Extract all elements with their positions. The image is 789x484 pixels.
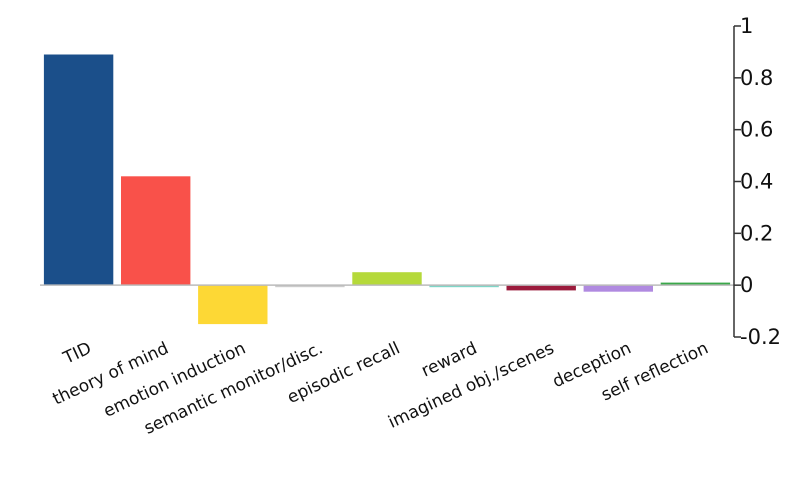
bar-tid xyxy=(43,54,114,286)
bar-reward xyxy=(429,285,499,288)
y-tick-label: 0.4 xyxy=(740,170,773,194)
bar-deception xyxy=(583,285,653,292)
bar-emotion-induction xyxy=(198,285,268,325)
bar-imagined-obj-scenes xyxy=(506,285,576,291)
x-category-label: TID xyxy=(59,338,94,369)
bar-semantic-monitor-disc- xyxy=(275,285,345,288)
bars-group xyxy=(43,54,731,325)
y-tick-label: 0.8 xyxy=(740,66,773,90)
bar-episodic-recall xyxy=(352,272,422,286)
y-tick-label: 0.2 xyxy=(740,221,773,245)
bar-self-reflection xyxy=(660,282,731,286)
bar-theory-of-mind xyxy=(121,176,191,286)
y-tick-label: 0.6 xyxy=(740,118,773,142)
y-tick-label: -0.2 xyxy=(740,325,781,349)
y-ticks-group: 1 0.8 0.6 0.4 0.2 0 -0.2 xyxy=(734,14,781,349)
y-tick-label: 1 xyxy=(740,14,753,38)
y-tick-label: 0 xyxy=(740,273,753,297)
